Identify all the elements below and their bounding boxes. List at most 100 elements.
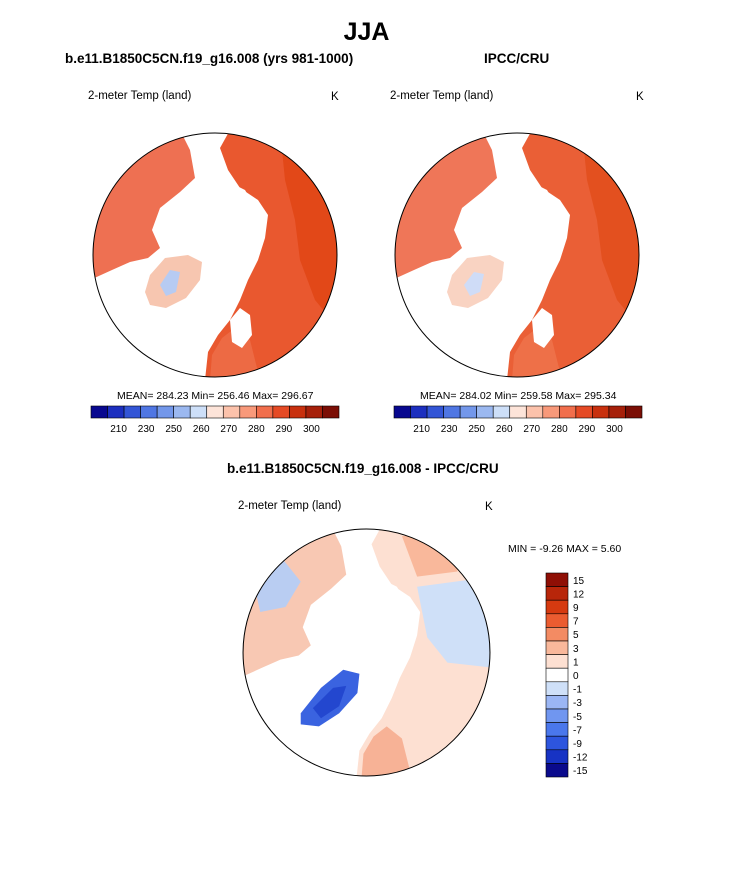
diff-colorbar-swatch [545, 708, 569, 723]
model-colorbar-tick-label: 210 [110, 424, 127, 435]
model-colorbar-swatch [189, 405, 208, 419]
model-colorbar-swatch [222, 405, 241, 419]
greenland-ice-cold [464, 272, 484, 296]
diff-colorbar-tick-label: -1 [573, 685, 582, 696]
diff-colorbar-swatch [545, 763, 569, 778]
diff-colorbar-tick-label: -9 [573, 739, 582, 750]
model-colorbar-tick-label: 270 [220, 424, 237, 435]
model-colorbar-tick-label: 260 [193, 424, 210, 435]
diff-colorbar-tick-label: 5 [573, 630, 579, 641]
diff-colorbar-tick-label: -7 [573, 725, 582, 736]
model-colorbar-swatch [123, 405, 141, 419]
model-colorbar-tick-label: 290 [276, 424, 293, 435]
diff-colorbar-tick-label: 15 [573, 576, 585, 587]
obs-colorbar-swatch [608, 405, 626, 419]
obs-colorbar-tick-label: 210 [413, 424, 430, 435]
arctic-ocean [492, 175, 564, 250]
obs-colorbar-tick-label: 260 [496, 424, 513, 435]
europe-warm [361, 726, 413, 776]
diff-colorbar-swatch [545, 695, 569, 710]
diff-colorbar-swatch [545, 640, 569, 655]
obs-colorbar-swatch [559, 405, 577, 419]
europe-land [210, 328, 260, 377]
model-colorbar-swatch [272, 405, 290, 419]
model-colorbar-swatch [322, 405, 340, 419]
diff-colorbar-tick-label: -15 [573, 766, 588, 777]
obs-colorbar-swatch [459, 405, 477, 419]
diff-colorbar-tick-label: -3 [573, 698, 582, 709]
model-polar-map [92, 132, 338, 378]
obs-colorbar-swatch [443, 405, 461, 419]
diff-colorbar-swatch [545, 667, 569, 683]
diff-colorbar-tick-label: 0 [573, 671, 579, 682]
obs-colorbar-swatch [592, 405, 610, 419]
model-colorbar-swatch [289, 405, 307, 419]
model-colorbar: 210 230 250 260 270 280 290 300 [90, 405, 340, 435]
obs-colorbar-tick-label: 250 [468, 424, 485, 435]
obs-colorbar-swatch [625, 405, 643, 419]
arctic-ocean [341, 571, 415, 648]
model-stats: MEAN= 284.23 Min= 256.46 Max= 296.67 [117, 390, 314, 402]
figure-title: JJA [343, 18, 390, 46]
obs-colorbar-swatch [393, 405, 411, 419]
diff-colorbar-swatch [545, 654, 569, 669]
scandinavia [230, 308, 252, 348]
obs-units-label: K [636, 91, 644, 103]
model-colorbar-tick-label: 250 [165, 424, 182, 435]
obs-colorbar-swatch [542, 405, 560, 419]
diff-variable-label: 2-meter Temp (land) [238, 500, 342, 512]
diff-colorbar-tick-label: 1 [573, 657, 579, 668]
diff-colorbar-swatch [545, 627, 569, 642]
diff-colorbar-swatch [545, 599, 569, 615]
diff-stats: MIN = -9.26 MAX = 5.60 [508, 543, 622, 555]
obs-variable-label: 2-meter Temp (land) [390, 90, 494, 102]
model-colorbar-swatch [140, 405, 158, 419]
arctic-ocean [190, 175, 262, 250]
scandinavia [532, 308, 554, 348]
siberia-cold-band [417, 576, 490, 668]
diff-colorbar-swatch [545, 572, 569, 587]
model-colorbar-tick-label: 230 [138, 424, 155, 435]
obs-polar-map [394, 132, 640, 378]
model-panel-title: b.e11.B1850C5CN.f19_g16.008 (yrs 981-100… [65, 51, 354, 66]
model-units-label: K [331, 91, 339, 103]
model-colorbar-swatch [90, 405, 108, 419]
model-colorbar-swatch [256, 405, 274, 419]
diff-colorbar: 15 12 9 7 5 3 1 0 -1 -3 -5 -7 -9 -12 -15 [545, 572, 588, 778]
diff-colorbar-tick-label: 12 [573, 589, 585, 600]
diff-colorbar-swatch [545, 735, 569, 751]
model-colorbar-swatch [206, 405, 224, 419]
obs-colorbar-swatch [410, 405, 428, 419]
obs-colorbar-swatch [525, 405, 544, 419]
obs-stats: MEAN= 284.02 Min= 259.58 Max= 295.34 [420, 390, 617, 402]
obs-colorbar-tick-label: 300 [606, 424, 623, 435]
greenland-cold-core [312, 685, 347, 719]
greenland-ice-cold [160, 270, 180, 296]
model-colorbar-swatch [305, 405, 323, 419]
obs-colorbar-swatch [509, 405, 527, 419]
model-colorbar-swatch [173, 405, 191, 419]
diff-colorbar-tick-label: 7 [573, 617, 579, 628]
obs-colorbar-swatch [476, 405, 494, 419]
europe-land [512, 328, 562, 377]
obs-colorbar-tick-label: 270 [523, 424, 540, 435]
model-variable-label: 2-meter Temp (land) [88, 90, 192, 102]
obs-colorbar: 210 230 250 260 270 280 290 300 [393, 405, 643, 435]
diff-units-label: K [485, 501, 493, 513]
diff-colorbar-swatch [545, 722, 569, 737]
diff-colorbar-tick-label: -5 [573, 712, 582, 723]
obs-colorbar-tick-label: 280 [551, 424, 568, 435]
obs-colorbar-swatch [492, 405, 511, 419]
diff-colorbar-swatch [545, 586, 569, 601]
diff-panel-title: b.e11.B1850C5CN.f19_g16.008 - IPCC/CRU [227, 461, 499, 476]
model-colorbar-tick-label: 280 [248, 424, 265, 435]
diff-polar-map [242, 528, 491, 777]
obs-colorbar-swatch [426, 405, 444, 419]
diff-colorbar-swatch [545, 749, 569, 764]
diff-colorbar-tick-label: 3 [573, 644, 579, 655]
obs-colorbar-tick-label: 230 [441, 424, 458, 435]
model-colorbar-swatch [107, 405, 125, 419]
obs-colorbar-swatch [575, 405, 593, 419]
diff-colorbar-tick-label: 9 [573, 603, 579, 614]
obs-panel-title: IPCC/CRU [484, 51, 550, 66]
